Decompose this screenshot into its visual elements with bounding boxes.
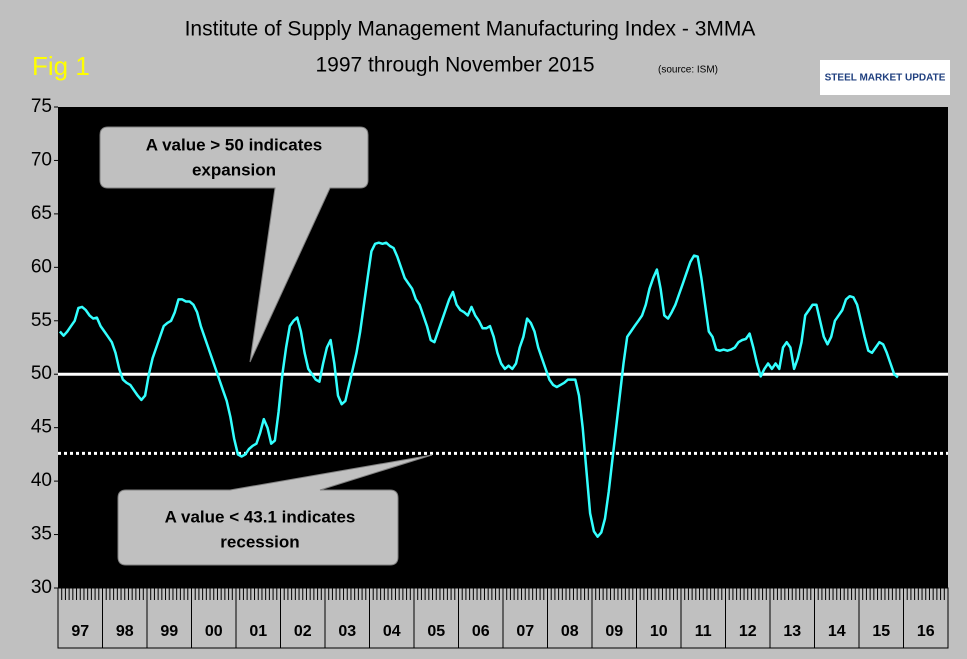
annotation: A value < 43.1 indicates xyxy=(165,507,356,526)
data-line xyxy=(58,241,899,538)
x-tick-label: 10 xyxy=(650,623,668,640)
annotation: recession xyxy=(220,532,299,551)
figure-label: Fig 1 xyxy=(32,51,90,81)
x-tick-label: 15 xyxy=(872,623,890,640)
x-tick-label: 01 xyxy=(249,623,267,640)
x-tick-label: 07 xyxy=(516,623,534,640)
x-tick-label: 13 xyxy=(783,623,801,640)
y-tick-label: 75 xyxy=(31,96,52,117)
plot: 30 35 40 45 50 55 60 65 70 75 97 98 99 00 01 02 03 04 05 06… xyxy=(31,96,948,648)
annotation: expansion xyxy=(192,160,276,179)
x-tick-label: 08 xyxy=(561,623,579,640)
callout xyxy=(99,126,369,363)
x-tick-label: 04 xyxy=(383,623,401,640)
x-tick-label: 09 xyxy=(605,623,623,640)
x-tick-label: 98 xyxy=(116,623,134,640)
y-tick-label: 60 xyxy=(31,256,52,277)
y-tick-label: 65 xyxy=(31,203,52,224)
y-tick-label: 40 xyxy=(31,470,52,491)
logo-box xyxy=(820,60,950,95)
x-tick-label: 99 xyxy=(160,623,178,640)
y-tick-label: 30 xyxy=(31,577,52,598)
x-tick-label: 00 xyxy=(205,623,223,640)
chart-subtitle: 1997 through November 2015 xyxy=(315,54,594,77)
y-tick-label: 45 xyxy=(31,417,52,438)
logo: STEEL MARKET UPDATE xyxy=(825,73,946,84)
x-tick-label: 97 xyxy=(71,623,89,640)
x-tick-label: 12 xyxy=(739,623,757,640)
x-tick-label: 02 xyxy=(294,623,312,640)
x-tick-label: 05 xyxy=(427,623,445,640)
chart-title: Institute of Supply Management Manufactu… xyxy=(185,18,756,41)
x-tick-label: 14 xyxy=(828,623,846,640)
x-tick-label: 11 xyxy=(695,623,712,640)
y-tick-label: 35 xyxy=(31,524,52,545)
x-tick-label: 06 xyxy=(472,623,490,640)
x-tick-label: 03 xyxy=(338,623,356,640)
y-tick-label: 70 xyxy=(31,149,52,170)
annotation: A value > 50 indicates xyxy=(146,135,323,154)
callout xyxy=(117,454,433,566)
x-tick-label: 16 xyxy=(917,623,935,640)
y-tick-label: 50 xyxy=(31,363,52,384)
source: (source: ISM) xyxy=(658,65,718,76)
y-tick-label: 55 xyxy=(31,310,52,331)
